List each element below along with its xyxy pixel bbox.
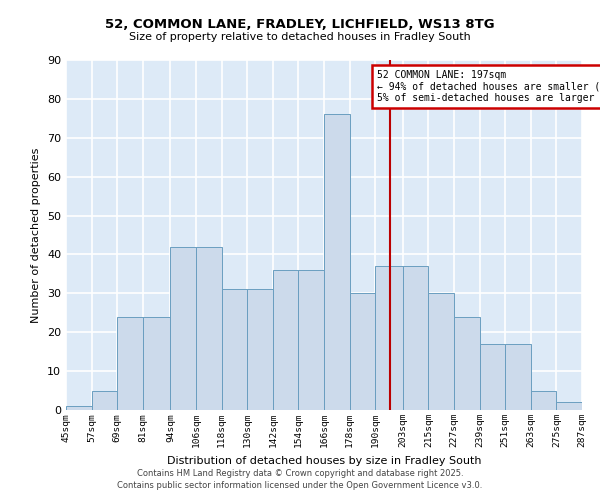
Bar (247, 290, 273, 410)
Y-axis label: Number of detached properties: Number of detached properties (31, 148, 41, 322)
Bar (454, 316, 479, 410)
Bar (531, 390, 556, 410)
Bar (66, 406, 92, 410)
Text: Contains public sector information licensed under the Open Government Licence v3: Contains public sector information licen… (118, 481, 482, 490)
Bar (324, 114, 350, 410)
Bar (117, 316, 143, 410)
Bar (375, 266, 403, 410)
Bar (273, 270, 298, 410)
Bar (403, 266, 428, 410)
Text: Size of property relative to detached houses in Fradley South: Size of property relative to detached ho… (129, 32, 471, 42)
Text: 52, COMMON LANE, FRADLEY, LICHFIELD, WS13 8TG: 52, COMMON LANE, FRADLEY, LICHFIELD, WS1… (105, 18, 495, 30)
Bar (298, 270, 324, 410)
Bar (221, 290, 247, 410)
X-axis label: Distribution of detached houses by size in Fradley South: Distribution of detached houses by size … (167, 456, 481, 466)
Bar (350, 294, 375, 410)
Bar (479, 344, 505, 410)
Bar (92, 390, 117, 410)
Text: Contains HM Land Registry data © Crown copyright and database right 2025.: Contains HM Land Registry data © Crown c… (137, 468, 463, 477)
Bar (556, 402, 582, 410)
Bar (428, 294, 454, 410)
Bar (196, 246, 221, 410)
Text: 52 COMMON LANE: 197sqm
← 94% of detached houses are smaller (375)
5% of semi-det: 52 COMMON LANE: 197sqm ← 94% of detached… (377, 70, 600, 103)
Bar (143, 316, 170, 410)
Bar (505, 344, 531, 410)
Bar (170, 246, 196, 410)
